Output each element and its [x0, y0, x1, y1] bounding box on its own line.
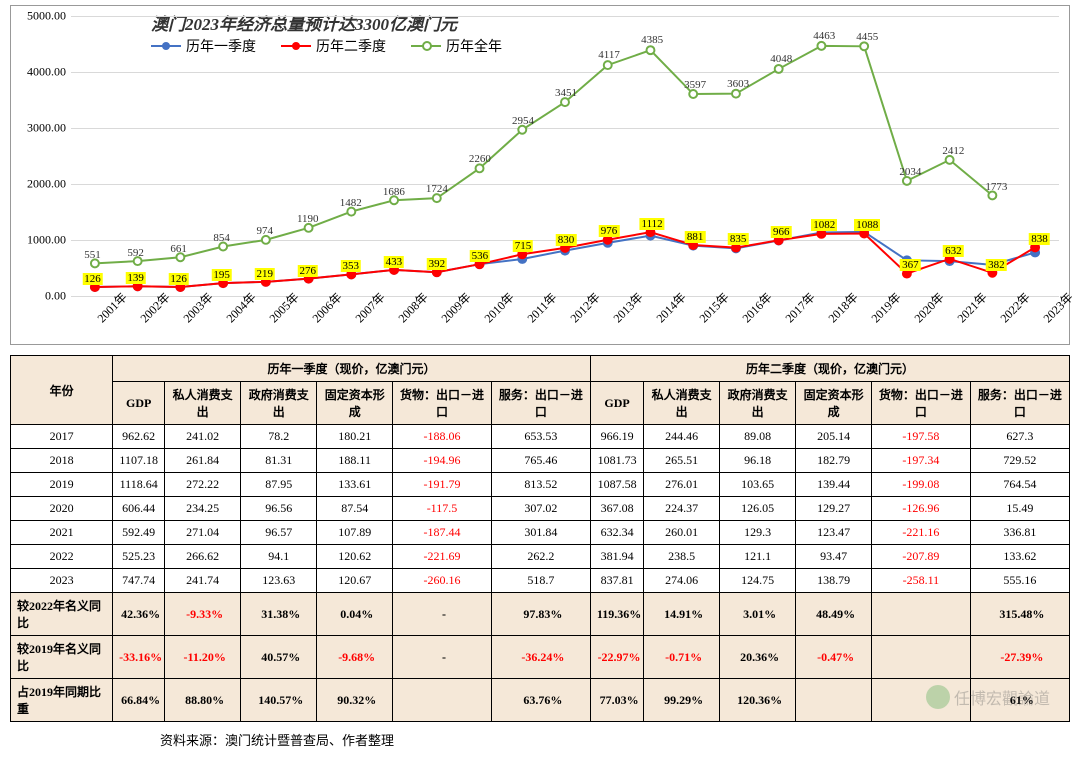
series-label-full: 854: [213, 232, 230, 244]
series-label-q2: 392: [427, 258, 448, 270]
series-label-q2: 382: [986, 259, 1007, 271]
series-label-full: 661: [170, 243, 187, 255]
series-label-q2: 1088: [854, 219, 880, 231]
series-label-full: 3451: [555, 87, 577, 99]
y-tick: 0.00: [11, 289, 66, 304]
line-chart: 澳门2023年经济总量预计达3300亿澳门元 历年一季度 历年二季度 历年全年 …: [10, 5, 1070, 345]
series-label-full: 2260: [469, 153, 491, 165]
series-label-full: 3597: [684, 79, 706, 91]
source-text: 资料来源：澳门统计暨普查局、作者整理: [160, 730, 1080, 749]
series-label-full: 4385: [641, 34, 663, 46]
y-tick: 5000.00: [11, 9, 66, 24]
series-label-full: 4463: [813, 30, 835, 42]
series-label-full: 4455: [856, 31, 878, 43]
series-label-full: 592: [127, 247, 144, 259]
series-label-full: 2034: [899, 166, 921, 178]
series-label-full: 2954: [512, 115, 534, 127]
series-label-full: 1724: [426, 183, 448, 195]
y-tick: 1000.00: [11, 233, 66, 248]
series-label-q2: 966: [771, 226, 792, 238]
series-label-q2: 830: [556, 234, 577, 246]
series-label-q2: 976: [599, 225, 620, 237]
series-label-q2: 632: [943, 245, 964, 257]
y-tick: 3000.00: [11, 121, 66, 136]
series-label-full: 1686: [383, 186, 405, 198]
data-table: 年份历年一季度（现价，亿澳门元）历年二季度（现价，亿澳门元）GDP私人消费支出政…: [10, 355, 1070, 722]
series-label-q2: 881: [685, 231, 706, 243]
series-label-q2: 367: [900, 259, 921, 271]
series-label-q2: 1082: [811, 219, 837, 231]
series-label-q2: 1112: [639, 218, 664, 230]
wechat-icon: [926, 685, 950, 709]
series-label-full: 2412: [942, 145, 964, 157]
series-label-q2: 536: [470, 250, 491, 262]
series-label-q2: 433: [384, 256, 405, 268]
series-label-q2: 126: [82, 273, 103, 285]
series-label-full: 1190: [297, 213, 319, 225]
series-label-full: 1482: [340, 197, 362, 209]
series-label-full: 4117: [598, 49, 620, 61]
series-label-full: 551: [84, 249, 101, 261]
series-label-q2: 715: [513, 240, 534, 252]
series-label-q2: 353: [341, 260, 362, 272]
series-label-q2: 276: [297, 265, 318, 277]
series-label-full: 974: [256, 225, 273, 237]
series-label-full: 1773: [985, 181, 1007, 193]
y-tick: 4000.00: [11, 65, 66, 80]
y-tick: 2000.00: [11, 177, 66, 192]
series-label-full: 4048: [770, 53, 792, 65]
series-label-q2: 838: [1029, 233, 1050, 245]
watermark: 任博宏觀論道: [926, 685, 1050, 709]
series-label-full: 3603: [727, 78, 749, 90]
series-label-q2: 835: [728, 233, 749, 245]
